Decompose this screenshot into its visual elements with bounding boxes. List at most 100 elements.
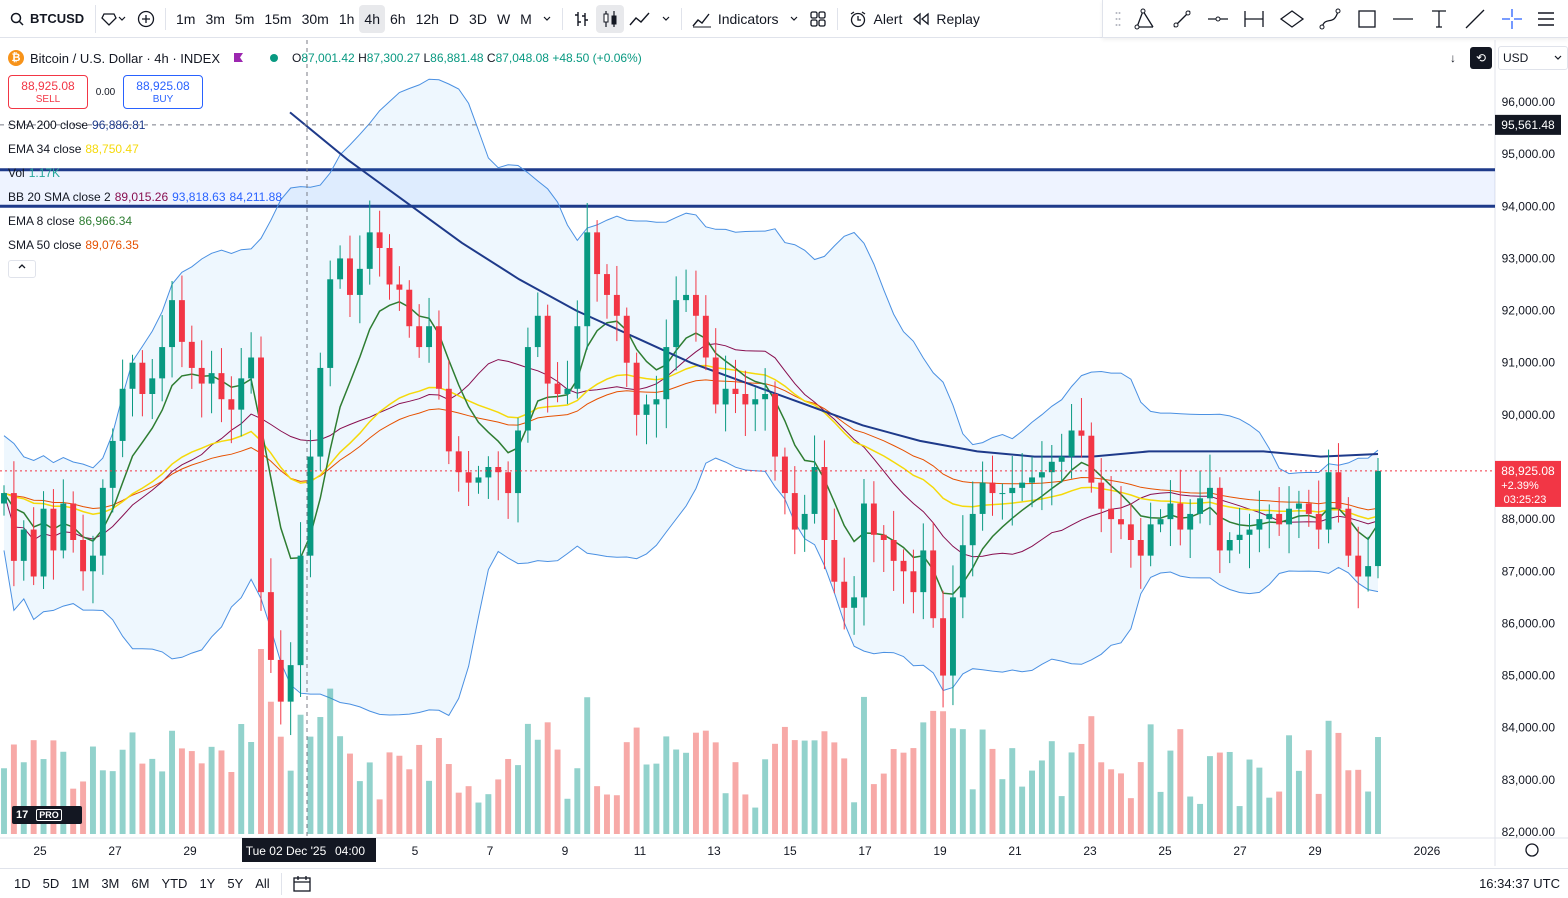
range-button-1m[interactable]: 1M <box>71 876 90 891</box>
candle-body[interactable] <box>1177 503 1184 530</box>
candle-body[interactable] <box>208 373 215 384</box>
candle-body[interactable] <box>455 451 462 473</box>
candle-body[interactable] <box>178 300 185 342</box>
candle-body[interactable] <box>258 357 264 593</box>
candle-body[interactable] <box>435 326 442 389</box>
candle-body[interactable] <box>1167 503 1174 520</box>
candle-body[interactable] <box>505 472 512 494</box>
settings-gear-icon[interactable] <box>1525 843 1539 857</box>
text-tool-icon[interactable] <box>1427 7 1451 31</box>
candle-body[interactable] <box>297 555 304 666</box>
chart-type-dropdown[interactable] <box>656 5 676 33</box>
candle-body[interactable] <box>188 341 195 368</box>
candle-body[interactable] <box>99 487 106 556</box>
candle-body[interactable] <box>801 513 808 530</box>
candle-body[interactable] <box>1029 477 1035 483</box>
candle-body[interactable] <box>495 467 502 473</box>
interval-button-5m[interactable]: 5m <box>234 10 255 27</box>
candle-body[interactable] <box>396 284 403 290</box>
interval-button-4h[interactable]: 4h <box>359 4 385 33</box>
interval-button-m[interactable]: M <box>520 10 532 27</box>
chart-pane[interactable]: 96,000.00 95,000.00 94,000.00 93,000.00 92,0… <box>0 40 1568 866</box>
candle-body[interactable] <box>791 493 798 530</box>
indicator-ema8[interactable]: EMA 8 close 86,966.34 <box>8 214 133 228</box>
candle-body[interactable] <box>20 529 27 561</box>
candle-body[interactable] <box>139 362 146 394</box>
line-tool-icon[interactable] <box>1463 7 1487 31</box>
candle-body[interactable] <box>762 394 769 400</box>
candle-body[interactable] <box>534 315 541 348</box>
candle-body[interactable] <box>317 367 324 457</box>
candle-body[interactable] <box>1009 487 1016 494</box>
candle-body[interactable] <box>347 258 353 295</box>
candle-body[interactable] <box>1197 498 1204 514</box>
candle-body[interactable] <box>356 268 363 295</box>
rectangle-tool-icon[interactable] <box>1355 7 1379 31</box>
candle-body[interactable] <box>376 232 383 248</box>
candle-body[interactable] <box>613 294 620 316</box>
interval-dropdown-button[interactable] <box>537 5 557 33</box>
candle-body[interactable] <box>940 618 947 676</box>
candle-body[interactable] <box>653 399 660 405</box>
candle-body[interactable] <box>712 357 719 405</box>
candle-body[interactable] <box>40 508 47 577</box>
candle-body[interactable] <box>1295 503 1302 509</box>
date-range-icon[interactable] <box>1242 7 1266 31</box>
indicators-button[interactable]: Indicators <box>687 5 784 33</box>
candle-body[interactable] <box>1286 508 1293 525</box>
bar-chart-type-button[interactable] <box>568 5 596 33</box>
candle-body[interactable] <box>426 326 433 348</box>
candle-body[interactable] <box>1137 540 1144 556</box>
candle-body[interactable] <box>485 467 492 478</box>
candle-body[interactable] <box>1236 534 1243 540</box>
path-tool-icon[interactable] <box>1318 7 1342 31</box>
candle-body[interactable] <box>1019 482 1026 488</box>
ellipse-tool-icon[interactable] <box>1278 7 1306 31</box>
candle-body[interactable] <box>1088 435 1095 483</box>
candle-body[interactable] <box>781 456 788 494</box>
indicator-bollinger[interactable]: BB 20 SMA close 2 89,015.26 93,818.63 84,21… <box>8 190 283 204</box>
candle-body[interactable] <box>149 378 156 394</box>
crosshair-icon[interactable] <box>1500 7 1524 31</box>
layouts-button[interactable] <box>804 5 832 33</box>
candle-body[interactable] <box>900 560 907 572</box>
candle-body[interactable] <box>1048 461 1055 473</box>
candle-body[interactable] <box>870 503 877 535</box>
horizontal-ray-icon[interactable] <box>1206 7 1230 31</box>
candle-body[interactable] <box>1335 472 1342 509</box>
candle-body[interactable] <box>861 503 867 598</box>
indicator-sma200[interactable]: SMA 200 close 96,886.81 <box>8 118 146 132</box>
candle-body[interactable] <box>752 399 759 405</box>
candle-body[interactable] <box>989 482 996 494</box>
candle-body[interactable] <box>307 456 314 556</box>
candle-body[interactable] <box>89 555 96 572</box>
candle-body[interactable] <box>890 540 897 561</box>
candle-body[interactable] <box>238 378 245 410</box>
candle-body[interactable] <box>1206 487 1213 499</box>
candle-body[interactable] <box>445 388 452 452</box>
candle-body[interactable] <box>979 482 986 514</box>
candle-body[interactable] <box>277 659 284 702</box>
candle-body[interactable] <box>1216 487 1223 551</box>
candle-body[interactable] <box>406 289 413 327</box>
candle-body[interactable] <box>1305 503 1312 514</box>
indicator-sma50[interactable]: SMA 50 close 89,076.35 <box>8 238 139 252</box>
utc-clock[interactable]: 16:34:37 UTC <box>1479 876 1560 891</box>
range-button-1d[interactable]: 1D <box>14 876 31 891</box>
add-symbol-button[interactable] <box>132 5 160 33</box>
horizontal-line-icon[interactable] <box>1391 7 1415 31</box>
interval-button-d[interactable]: D <box>448 10 460 27</box>
candle-body[interactable] <box>643 404 650 415</box>
candle-body[interactable] <box>1276 513 1283 525</box>
candle-body[interactable] <box>564 388 571 394</box>
candle-body[interactable] <box>1187 513 1194 530</box>
interval-button-12h[interactable]: 12h <box>415 10 439 27</box>
interval-button-1h[interactable]: 1h <box>338 10 355 27</box>
range-button-5y[interactable]: 5Y <box>227 876 244 891</box>
range-button-all[interactable]: All <box>255 876 270 891</box>
candle-body[interactable] <box>1345 508 1352 556</box>
candle-body[interactable] <box>969 513 976 546</box>
candle-body[interactable] <box>604 274 610 295</box>
collapse-legend-button[interactable] <box>8 260 36 278</box>
candle-body[interactable] <box>248 357 255 379</box>
